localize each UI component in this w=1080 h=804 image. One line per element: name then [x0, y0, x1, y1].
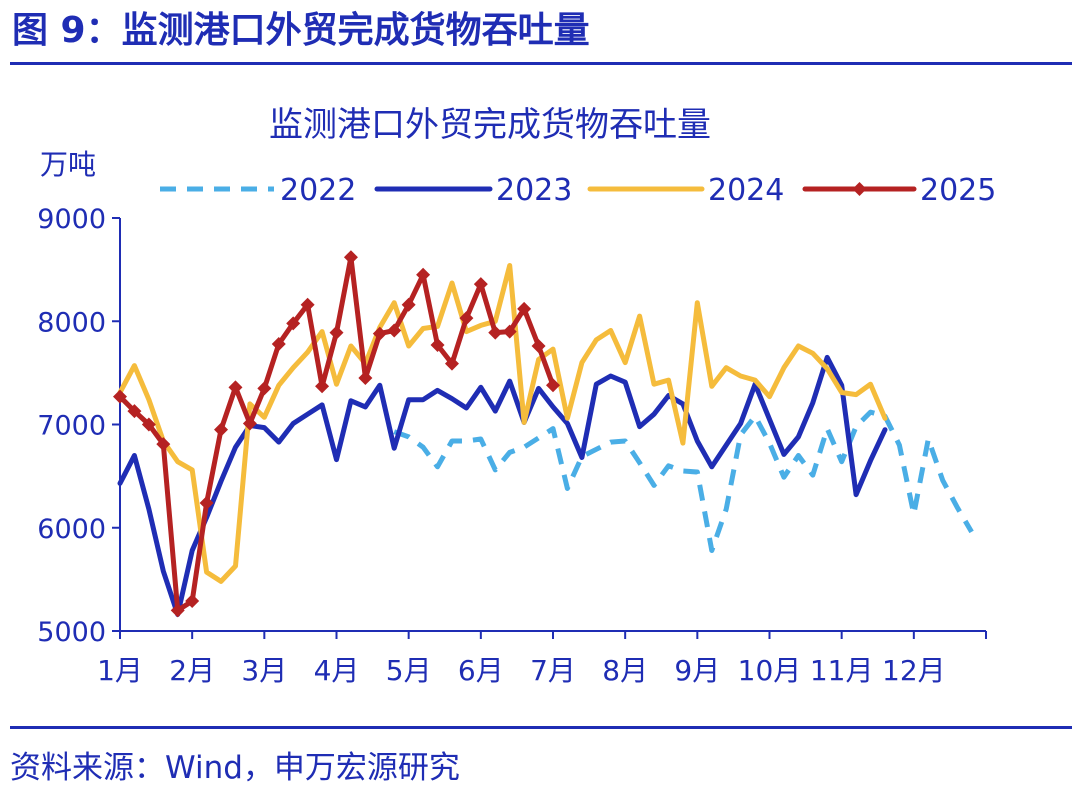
x-tick-label: 8月 [602, 654, 648, 687]
data-point-2025 [459, 311, 474, 326]
data-point-2025 [214, 422, 229, 437]
data-point-2025 [315, 379, 330, 394]
chart: 监测港口外贸完成货物吞吐量 万吨 2022 2023 2024 2025 5000 60… [37, 105, 996, 687]
data-point-2025 [300, 297, 315, 312]
data-point-2025 [199, 495, 214, 510]
legend-marker-2025 [852, 182, 867, 196]
data-point-2025 [127, 404, 142, 419]
data-point-2025 [502, 324, 517, 339]
x-tick-label: 7月 [530, 654, 576, 687]
y-tick-label: 8000 [37, 307, 106, 338]
series-line-2022 [393, 409, 974, 553]
y-tick-label: 9000 [37, 204, 106, 235]
data-point-2025 [473, 277, 488, 292]
data-point-2025 [343, 250, 358, 265]
legend-label-2022: 2022 [280, 173, 356, 208]
figure-header: 图 9：监测港口外贸完成货物吞吐量 [12, 10, 590, 51]
x-tick-label: 4月 [314, 654, 360, 687]
plot-area [113, 250, 974, 618]
data-point-2025 [156, 437, 171, 452]
legend-label-2025: 2025 [920, 173, 996, 208]
data-point-2025 [286, 316, 301, 331]
data-point-2025 [170, 603, 185, 618]
data-point-2025 [242, 416, 257, 431]
y-tick-label: 6000 [37, 514, 106, 545]
y-tick-label: 5000 [37, 617, 106, 648]
x-tick-label: 12月 [882, 654, 946, 687]
data-point-2025 [141, 417, 156, 432]
data-point-2025 [372, 326, 387, 341]
data-point-2025 [358, 371, 373, 386]
x-tick-label: 9月 [674, 654, 720, 687]
data-point-2025 [416, 267, 431, 282]
data-point-2025 [228, 380, 243, 395]
data-point-2025 [113, 389, 127, 404]
footer-rule [10, 726, 1072, 729]
source-note: 资料来源：Wind，申万宏源研究 [10, 750, 460, 786]
data-point-2025 [185, 594, 200, 609]
axes: 5000 6000 7000 8000 9000 1月 2月 3月 4月 5月 6月 7月 8月 9月 10… [37, 204, 987, 687]
data-point-2025 [488, 325, 503, 340]
y-axis-unit-label: 万吨 [40, 148, 96, 181]
header-rule [10, 62, 1072, 65]
data-point-2025 [546, 378, 560, 393]
data-point-2025 [401, 297, 416, 312]
x-tick-label: 5月 [386, 654, 432, 687]
legend: 2022 2023 2024 2025 [160, 173, 996, 208]
x-tick-label: 6月 [458, 654, 504, 687]
data-point-2025 [517, 301, 532, 316]
x-tick-label: 1月 [97, 654, 143, 687]
x-tick-label: 3月 [241, 654, 287, 687]
y-tick-label: 7000 [37, 411, 106, 442]
x-tick-label: 2月 [169, 654, 215, 687]
data-point-2025 [444, 356, 459, 371]
series-line-2024 [117, 263, 888, 584]
legend-label-2023: 2023 [496, 173, 572, 208]
legend-label-2024: 2024 [708, 173, 784, 208]
chart-title: 监测港口外贸完成货物吞吐量 [269, 105, 711, 145]
data-point-2025 [329, 325, 344, 340]
data-point-2025 [257, 381, 272, 396]
data-point-2025 [531, 339, 546, 354]
data-point-2025 [271, 336, 286, 351]
x-tick-label: 10月 [738, 654, 802, 687]
data-point-2025 [387, 323, 402, 338]
data-point-2025 [430, 337, 445, 352]
x-tick-label: 11月 [810, 654, 874, 687]
series-line-2025 [117, 254, 556, 613]
